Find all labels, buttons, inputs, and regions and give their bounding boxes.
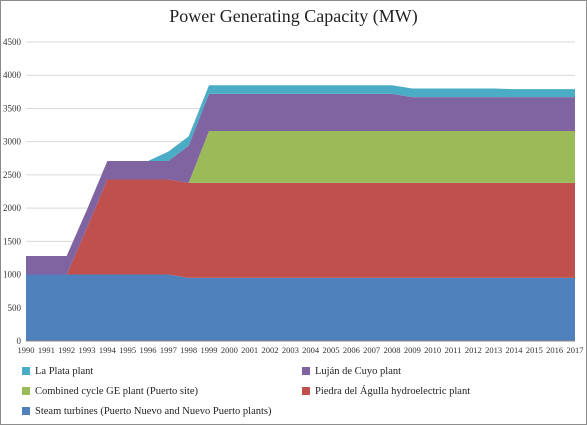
area-luj-n-de-cuyo-plant bbox=[26, 93, 575, 275]
area-series bbox=[26, 85, 575, 341]
y-tick-label: 1000 bbox=[3, 270, 22, 280]
legend-label: La Plata plant bbox=[35, 366, 93, 377]
y-tick-label: 0 bbox=[17, 336, 22, 346]
y-tick-label: 4500 bbox=[3, 37, 22, 47]
x-tick-label: 2008 bbox=[384, 345, 401, 355]
legend-label: Luján de Cuyo plant bbox=[315, 366, 401, 377]
x-tick-label: 1993 bbox=[79, 345, 96, 355]
x-tick-label: 2012 bbox=[465, 345, 482, 355]
x-tick-label: 1995 bbox=[119, 345, 136, 355]
legend-label: Steam turbines (Puerto Nuevo and Nuevo P… bbox=[35, 406, 272, 417]
x-tick-label: 2001 bbox=[241, 345, 258, 355]
x-tick-label: 1990 bbox=[18, 345, 35, 355]
x-tick-label: 2006 bbox=[343, 345, 360, 355]
y-tick-label: 3000 bbox=[3, 137, 22, 147]
y-tick-label: 2500 bbox=[3, 170, 22, 180]
x-tick-label: 1991 bbox=[38, 345, 55, 355]
axes: 0 500 1000 1500 2000 2500 3000 3500 4000 4500 1990… bbox=[3, 37, 584, 355]
legend: La Plata plant Luján de Cuyo plant Combine… bbox=[22, 366, 470, 417]
y-tick-label: 1500 bbox=[3, 236, 22, 246]
legend-swatch bbox=[302, 387, 310, 395]
legend-swatch bbox=[302, 367, 310, 375]
x-tick-label: 2016 bbox=[546, 345, 563, 355]
legend-swatch bbox=[22, 407, 30, 415]
x-tick-label: 2003 bbox=[282, 345, 299, 355]
x-tick-label: 2004 bbox=[302, 345, 320, 355]
x-tick-label: 2007 bbox=[363, 345, 380, 355]
x-tick-label: 2010 bbox=[424, 345, 441, 355]
y-tick-label: 4000 bbox=[3, 70, 22, 80]
legend-label: Combined cycle GE plant (Puerto site) bbox=[35, 386, 199, 397]
x-tick-label: 2014 bbox=[506, 345, 524, 355]
x-tick-label: 1999 bbox=[201, 345, 218, 355]
y-tick-label: 500 bbox=[8, 303, 22, 313]
x-tick-label: 1994 bbox=[99, 345, 117, 355]
area-steam-turbines-puerto-nuevo-and-nuevo-puerto-plants bbox=[26, 274, 575, 341]
x-tick-label: 1992 bbox=[58, 345, 75, 355]
x-tick-label: 1998 bbox=[180, 345, 197, 355]
legend-swatch bbox=[22, 387, 30, 395]
x-tick-label: 2017 bbox=[567, 345, 584, 355]
area-combined-cycle-ge-plant-puerto-site bbox=[26, 131, 575, 275]
x-tick-label: 2000 bbox=[221, 345, 238, 355]
y-tick-label: 3500 bbox=[3, 103, 22, 113]
x-tick-label: 2011 bbox=[445, 345, 462, 355]
x-tick-label: 1996 bbox=[140, 345, 157, 355]
x-tick-label: 2005 bbox=[323, 345, 340, 355]
x-tick-label: 1997 bbox=[160, 345, 177, 355]
x-tick-label: 2015 bbox=[526, 345, 543, 355]
chart-title: Power Generating Capacity (MW) bbox=[169, 6, 418, 26]
legend-swatch bbox=[22, 367, 30, 375]
x-tick-label: 2009 bbox=[404, 345, 421, 355]
area-piedra-del-gulla-hydroelectric-plant bbox=[26, 179, 575, 278]
y-tick-label: 2000 bbox=[3, 203, 22, 213]
x-tick-label: 2013 bbox=[485, 345, 502, 355]
legend-label: Piedra del Águlla hydroelectric plant bbox=[315, 385, 470, 397]
x-tick-label: 2002 bbox=[262, 345, 279, 355]
